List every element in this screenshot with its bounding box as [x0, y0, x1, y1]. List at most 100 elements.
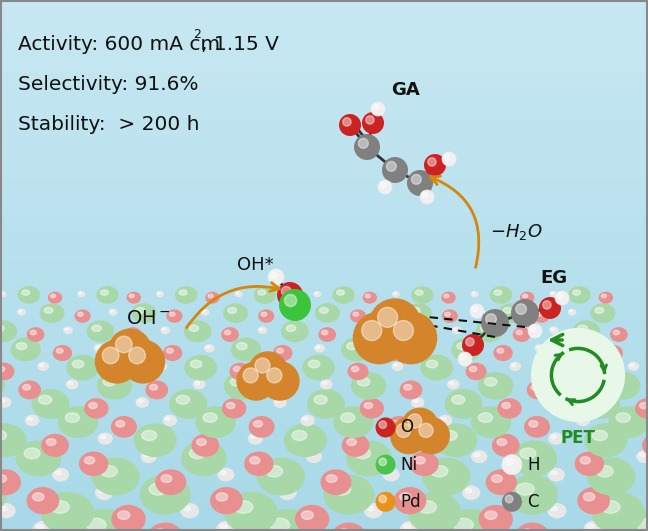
- Ellipse shape: [612, 378, 624, 386]
- Ellipse shape: [521, 529, 534, 531]
- Text: PET: PET: [561, 429, 596, 447]
- Ellipse shape: [524, 416, 550, 438]
- Bar: [0, 358, 648, 366]
- Ellipse shape: [516, 483, 534, 495]
- Ellipse shape: [470, 291, 479, 297]
- Ellipse shape: [133, 423, 177, 457]
- Ellipse shape: [25, 415, 40, 426]
- Ellipse shape: [251, 435, 256, 439]
- Ellipse shape: [513, 327, 531, 342]
- Ellipse shape: [253, 421, 262, 427]
- Ellipse shape: [605, 372, 640, 400]
- Ellipse shape: [478, 372, 513, 400]
- Ellipse shape: [616, 413, 631, 422]
- Ellipse shape: [318, 327, 336, 342]
- Ellipse shape: [635, 398, 648, 418]
- Ellipse shape: [333, 406, 374, 438]
- Ellipse shape: [307, 389, 345, 419]
- Ellipse shape: [415, 327, 434, 342]
- Ellipse shape: [587, 458, 636, 495]
- Ellipse shape: [33, 521, 53, 531]
- Ellipse shape: [236, 292, 239, 294]
- Bar: [0, 266, 648, 273]
- Circle shape: [445, 155, 450, 160]
- Ellipse shape: [314, 344, 325, 353]
- Ellipse shape: [441, 417, 446, 421]
- Ellipse shape: [19, 310, 22, 312]
- Ellipse shape: [180, 503, 199, 518]
- Ellipse shape: [601, 294, 607, 298]
- Ellipse shape: [548, 468, 565, 482]
- Ellipse shape: [607, 348, 614, 353]
- Ellipse shape: [431, 466, 448, 477]
- Ellipse shape: [407, 303, 432, 323]
- Ellipse shape: [469, 366, 477, 372]
- Ellipse shape: [111, 416, 137, 438]
- Text: OH$^-$: OH$^-$: [126, 309, 170, 328]
- Ellipse shape: [84, 398, 109, 418]
- Ellipse shape: [65, 413, 80, 422]
- Circle shape: [243, 368, 258, 383]
- Ellipse shape: [333, 483, 351, 495]
- Ellipse shape: [126, 292, 141, 304]
- Ellipse shape: [529, 421, 538, 427]
- Ellipse shape: [260, 509, 316, 531]
- Ellipse shape: [201, 309, 209, 316]
- Ellipse shape: [96, 346, 100, 348]
- Ellipse shape: [358, 378, 370, 386]
- Ellipse shape: [110, 310, 113, 312]
- Bar: [0, 259, 648, 267]
- Circle shape: [419, 423, 433, 438]
- Ellipse shape: [338, 529, 350, 531]
- Ellipse shape: [391, 362, 403, 371]
- Bar: [0, 179, 648, 187]
- Bar: [0, 524, 648, 531]
- Ellipse shape: [497, 398, 522, 418]
- Ellipse shape: [145, 381, 168, 399]
- Ellipse shape: [38, 362, 49, 371]
- Ellipse shape: [574, 379, 587, 389]
- Ellipse shape: [391, 421, 400, 427]
- Ellipse shape: [457, 342, 467, 350]
- Ellipse shape: [588, 366, 595, 372]
- Ellipse shape: [573, 290, 581, 295]
- Ellipse shape: [52, 468, 69, 482]
- Ellipse shape: [249, 416, 275, 438]
- Circle shape: [543, 301, 551, 309]
- Bar: [0, 73, 648, 81]
- Circle shape: [397, 423, 411, 438]
- Ellipse shape: [157, 292, 160, 294]
- Bar: [0, 332, 648, 339]
- Ellipse shape: [206, 346, 210, 348]
- Bar: [0, 418, 648, 426]
- Ellipse shape: [18, 381, 41, 399]
- Bar: [0, 392, 648, 399]
- Circle shape: [365, 116, 374, 124]
- Circle shape: [369, 298, 421, 351]
- Ellipse shape: [400, 435, 406, 439]
- Circle shape: [442, 152, 456, 166]
- Bar: [0, 312, 648, 320]
- Ellipse shape: [306, 450, 322, 463]
- Ellipse shape: [347, 439, 356, 446]
- Circle shape: [516, 304, 526, 314]
- Ellipse shape: [613, 330, 619, 335]
- Ellipse shape: [163, 415, 177, 426]
- Ellipse shape: [537, 312, 542, 316]
- Ellipse shape: [16, 440, 62, 476]
- Ellipse shape: [47, 439, 56, 446]
- Ellipse shape: [224, 372, 259, 400]
- Ellipse shape: [471, 450, 487, 463]
- Ellipse shape: [472, 292, 475, 294]
- Ellipse shape: [229, 363, 251, 380]
- Ellipse shape: [27, 327, 45, 342]
- Ellipse shape: [138, 399, 143, 402]
- Ellipse shape: [444, 294, 449, 298]
- Ellipse shape: [233, 366, 240, 372]
- Ellipse shape: [577, 381, 581, 384]
- Ellipse shape: [398, 432, 413, 444]
- Bar: [0, 239, 648, 246]
- Ellipse shape: [386, 470, 391, 475]
- Bar: [0, 398, 648, 406]
- Circle shape: [271, 272, 277, 278]
